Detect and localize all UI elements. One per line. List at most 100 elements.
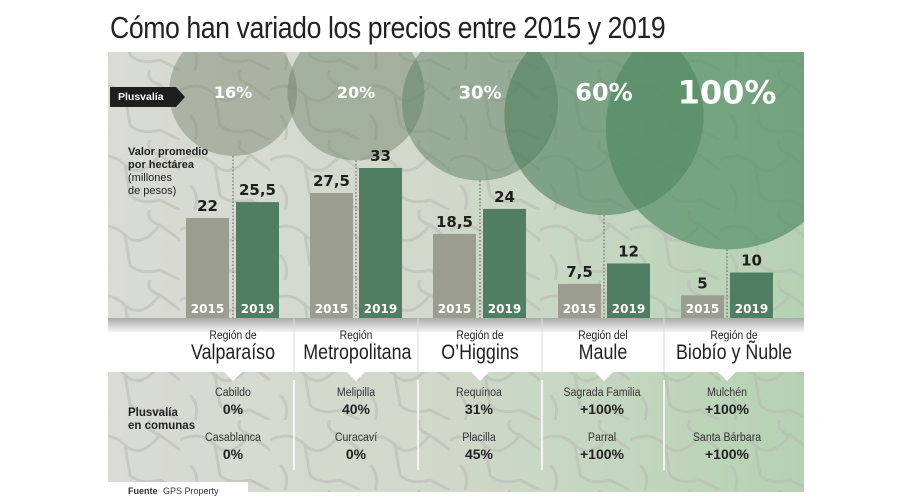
pointer-triangle: [595, 372, 613, 381]
bar-2019: [730, 272, 773, 318]
bar-value-label: 24: [494, 188, 515, 206]
plusvalia-bubble: [606, 52, 804, 250]
value-unit-line-1: (millones: [128, 172, 173, 184]
bar-year-label: 2015: [438, 302, 471, 316]
comuna-name: Melipilla: [336, 387, 376, 399]
pointer-triangle: [224, 372, 242, 381]
comuna-value: 45%: [464, 446, 494, 462]
comuna-name: Cabildo: [215, 387, 251, 399]
comuna-item: Santa Bárbara +100%: [667, 432, 787, 462]
region-label-maule: Región del Maule: [542, 330, 664, 365]
bar-value-label: 25,5: [239, 181, 276, 199]
comuna-name: Casablanca: [205, 432, 261, 444]
bar-year-label: 2015: [686, 302, 719, 316]
plusvalia-label: 16%: [214, 83, 252, 102]
value-title-line-2: por hectárea: [128, 159, 195, 171]
region-name: Maule: [578, 341, 628, 364]
plusvalia-label: 100%: [678, 74, 777, 112]
plusvalia-bubble: [287, 52, 425, 161]
pointer-triangle: [471, 372, 489, 381]
bar-value-label: 27,5: [313, 172, 350, 190]
comuna-item: Cabildo 0%: [173, 387, 293, 417]
comuna-name: Curacaví: [334, 432, 378, 444]
plusvalia-label: 20%: [337, 83, 375, 102]
comuna-item: Sagrada Familia +100%: [542, 387, 662, 417]
bar-2015: [681, 295, 724, 318]
region-prefix: Región de: [209, 330, 257, 342]
comuna-item: Casablanca 0%: [173, 432, 293, 462]
region-name: O’Higgins: [441, 341, 519, 364]
value-unit-line-2: de pesos): [128, 185, 177, 197]
comunas-texture: [108, 372, 804, 492]
comuna-value: 0%: [222, 401, 244, 417]
bar-value-label: 5: [697, 274, 707, 292]
comunas-label: Plusvalía en comunas: [128, 407, 195, 433]
comuna-item: Placilla 45%: [419, 432, 539, 462]
bar-2019: [236, 202, 279, 318]
region-label-ohiggins: Región de O’Higgins: [418, 330, 542, 365]
comuna-name: Placilla: [462, 432, 496, 444]
region-band-shadow: [108, 318, 804, 332]
plusvalia-label: 60%: [575, 79, 632, 107]
bar-2015: [558, 283, 601, 318]
plusvalia-bubble: [169, 52, 297, 156]
comuna-value: 0%: [222, 446, 244, 462]
bar-year-label: 2019: [241, 302, 274, 316]
region-prefix: Región: [339, 330, 373, 342]
comuna-item: Mulchén +100%: [667, 387, 787, 417]
bar-year-label: 2019: [612, 302, 645, 316]
source-value: GPS Property: [163, 486, 219, 496]
comunas-label-line-2: en comunas: [128, 420, 196, 432]
comuna-value: 0%: [345, 446, 367, 462]
region-label-biobio: Región de Biobío y Ñuble: [664, 330, 804, 365]
region-prefix: Región del: [578, 330, 628, 342]
bar-value-label: 7,5: [566, 263, 593, 281]
region-name: Valparaíso: [190, 341, 276, 364]
bar-2019: [483, 208, 526, 318]
comuna-value: 31%: [464, 401, 494, 417]
chart-title: Cómo han variado los precios entre 2015 …: [110, 10, 666, 45]
comuna-item: Curacaví 0%: [296, 432, 416, 462]
source-note: Fuente GPS Property: [108, 482, 248, 500]
bar-year-label: 2019: [364, 302, 397, 316]
bar-2015: [186, 218, 229, 318]
bar-year-label: 2015: [191, 302, 224, 316]
bar-value-label: 18,5: [436, 213, 473, 231]
pointer-triangle: [347, 372, 365, 381]
region-prefix: Región de: [710, 330, 758, 342]
comuna-value: +100%: [580, 401, 624, 417]
region-label-metropolitana: Región Metropolitana: [294, 330, 418, 365]
comuna-name: Santa Bárbara: [692, 432, 762, 444]
source-label: Fuente: [128, 486, 158, 496]
comuna-item: Requínoa 31%: [419, 387, 539, 417]
region-band: [108, 332, 804, 372]
comuna-name: Parral: [587, 432, 617, 444]
bar-year-label: 2019: [735, 302, 768, 316]
bar-2019: [359, 168, 402, 318]
region-name: Biobío y Ñuble: [675, 341, 793, 364]
region-prefix: Región de: [456, 330, 504, 342]
comuna-value: +100%: [705, 446, 749, 462]
comuna-value: 40%: [341, 401, 371, 417]
comuna-item: Parral +100%: [542, 432, 662, 462]
bar-value-label: 22: [197, 197, 218, 215]
bar-2015: [433, 233, 476, 318]
comuna-value: +100%: [705, 401, 749, 417]
bar-value-label: 12: [618, 242, 639, 260]
bar-year-label: 2019: [488, 302, 521, 316]
bar-2019: [607, 263, 650, 318]
region-name: Metropolitana: [303, 341, 412, 364]
bar-year-label: 2015: [563, 302, 596, 316]
comuna-item: Melipilla 40%: [296, 387, 416, 417]
comuna-name: Sagrada Familia: [563, 387, 641, 399]
comuna-name: Requínoa: [456, 387, 502, 399]
comuna-value: +100%: [580, 446, 624, 462]
region-label-valparaiso: Región de Valparaíso: [170, 330, 296, 365]
pointer-triangle: [718, 372, 736, 381]
bar-value-label: 33: [370, 147, 391, 165]
comunas-label-line-1: Plusvalía: [128, 407, 178, 419]
plusvalia-label: 30%: [458, 82, 501, 103]
comuna-name: Mulchén: [707, 387, 747, 399]
bar-value-label: 10: [741, 252, 762, 270]
